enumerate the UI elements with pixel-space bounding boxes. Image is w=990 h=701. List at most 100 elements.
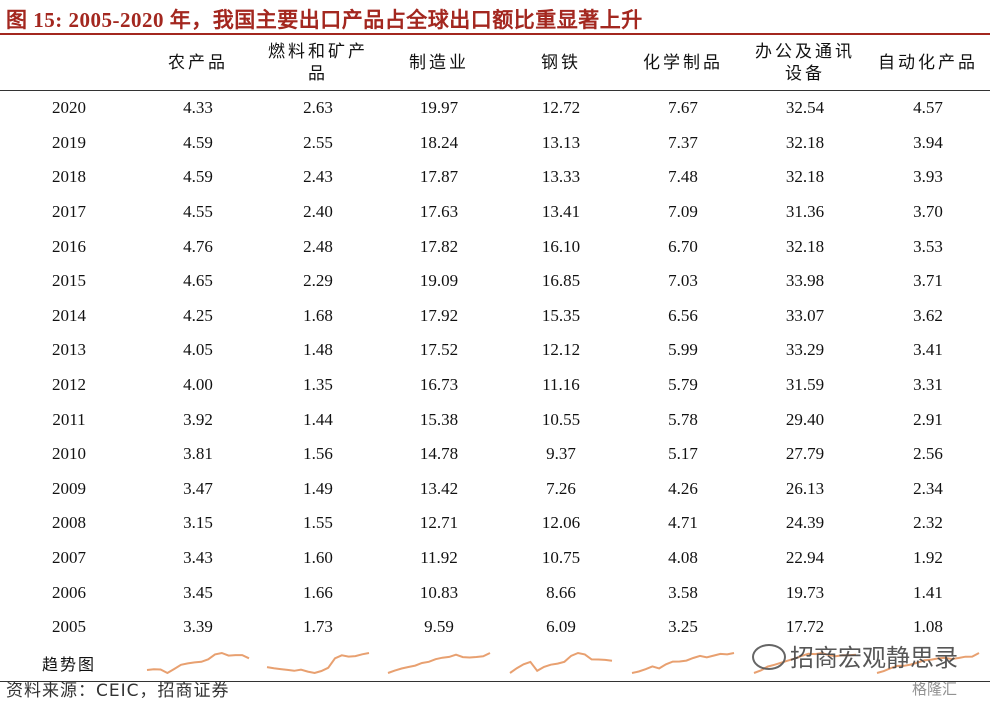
value-cell: 7.67	[668, 98, 698, 118]
year-cell: 2005	[52, 617, 86, 637]
header-label-line: 化学制品	[643, 53, 723, 73]
value-cell: 15.35	[541, 305, 581, 325]
value-cell: 3.25	[668, 617, 698, 637]
data-table: 农产品 燃料和矿产品制造业 钢铁 化学制品 办公及通讯 设备 自动化产品 2020 4.33 2…	[0, 36, 990, 682]
sparkline	[631, 651, 735, 674]
value-cell: 32.18	[785, 236, 825, 256]
value-cell: 24.39	[785, 513, 825, 533]
sparkline	[387, 651, 491, 674]
header-col-4: 钢铁	[500, 36, 622, 91]
value-cell: 3.70	[913, 202, 943, 222]
table-row: 2008 3.15 1.55 12.71 12.06 4.71 24.39 2.32	[0, 506, 990, 541]
value-cell: 2.48	[303, 236, 333, 256]
value-cell: 4.65	[183, 271, 213, 291]
year-cell: 2010	[52, 444, 86, 464]
value-cell: 3.47	[183, 478, 213, 498]
value-cell: 3.62	[913, 305, 943, 325]
table-row: 2017 4.55 2.40 17.63 13.41 7.09 31.36 3.70	[0, 195, 990, 230]
header-label-line: 办公及通讯	[755, 42, 855, 62]
value-cell: 15.38	[419, 409, 459, 429]
header-col-7: 自动化产品	[866, 36, 990, 91]
source-note: 资料来源：CEIC，招商证券	[6, 681, 230, 701]
value-cell: 4.25	[183, 305, 213, 325]
value-cell: 29.40	[785, 409, 825, 429]
value-cell: 22.94	[785, 548, 825, 568]
header-label-line: 钢铁	[541, 53, 581, 73]
sparkline-cell	[622, 645, 744, 682]
sparkline-cell	[500, 645, 622, 682]
value-cell: 8.66	[546, 582, 576, 602]
table-row: 2010 3.81 1.56 14.78 9.37 5.17 27.79 2.56	[0, 437, 990, 472]
year-cell: 2011	[52, 409, 86, 429]
value-cell: 10.75	[541, 548, 581, 568]
value-cell: 2.32	[913, 513, 943, 533]
year-cell: 2014	[52, 305, 86, 325]
sparkline	[509, 651, 613, 674]
year-cell: 2016	[52, 236, 86, 256]
sparkline	[876, 651, 980, 674]
value-cell: 13.42	[419, 478, 459, 498]
table-body: 2020 4.33 2.63 19.97 12.72 7.67 32.54 4.57 2019 4…	[0, 91, 990, 682]
value-cell: 5.99	[668, 340, 698, 360]
year-cell: 2017	[52, 202, 86, 222]
table-row: 2005 3.39 1.73 9.59 6.09 3.25 17.72 1.08	[0, 610, 990, 645]
header-label-line: 制造业	[409, 53, 469, 73]
value-cell: 1.35	[303, 375, 333, 395]
sparkline-cell	[258, 645, 378, 682]
value-cell: 10.83	[419, 582, 459, 602]
sparkline-path	[631, 651, 735, 674]
value-cell: 4.76	[183, 236, 213, 256]
value-cell: 3.39	[183, 617, 213, 637]
sparkline-cell	[138, 645, 258, 682]
value-cell: 7.48	[668, 167, 698, 187]
value-cell: 3.41	[913, 340, 943, 360]
table-row: 2007 3.43 1.60 11.92 10.75 4.08 22.94 1.92	[0, 541, 990, 576]
value-cell: 4.26	[668, 478, 698, 498]
header-col-1: 农产品	[138, 36, 258, 91]
value-cell: 31.36	[785, 202, 825, 222]
value-cell: 2.43	[303, 167, 333, 187]
value-cell: 4.59	[183, 132, 213, 152]
trend-row: 趋势图	[0, 645, 990, 682]
value-cell: 17.82	[419, 236, 459, 256]
value-cell: 2.91	[913, 409, 943, 429]
value-cell: 12.06	[541, 513, 581, 533]
value-cell: 12.72	[541, 98, 581, 118]
watermark-text: 招商宏观静思录	[790, 644, 958, 672]
value-cell: 4.57	[913, 98, 943, 118]
value-cell: 18.24	[419, 132, 459, 152]
value-cell: 16.73	[419, 375, 459, 395]
value-cell: 13.41	[541, 202, 581, 222]
sparkline-path	[266, 651, 370, 674]
sparkline-cell	[378, 645, 500, 682]
value-cell: 1.68	[303, 305, 333, 325]
value-cell: 1.60	[303, 548, 333, 568]
value-cell: 32.54	[785, 98, 825, 118]
figure-title: 图 15: 2005-2020 年，我国主要出口产品占全球出口额比重显著上升	[6, 8, 643, 32]
value-cell: 11.92	[420, 548, 458, 568]
value-cell: 12.12	[541, 340, 581, 360]
value-cell: 3.71	[913, 271, 943, 291]
value-cell: 3.53	[913, 236, 943, 256]
year-cell: 2020	[52, 98, 86, 118]
sparkline-path	[146, 651, 250, 674]
value-cell: 3.58	[668, 582, 698, 602]
value-cell: 17.72	[785, 617, 825, 637]
value-cell: 1.55	[303, 513, 333, 533]
watermark: 招商宏观静思录	[752, 638, 958, 673]
value-cell: 2.29	[303, 271, 333, 291]
value-cell: 17.63	[419, 202, 459, 222]
value-cell: 13.33	[541, 167, 581, 187]
value-cell: 5.79	[668, 375, 698, 395]
value-cell: 5.78	[668, 409, 698, 429]
value-cell: 2.34	[913, 478, 943, 498]
table-header-row: 农产品 燃料和矿产品制造业 钢铁 化学制品 办公及通讯 设备 自动化产品	[0, 36, 990, 91]
value-cell: 7.03	[668, 271, 698, 291]
value-cell: 32.18	[785, 167, 825, 187]
value-cell: 3.94	[913, 132, 943, 152]
table-row: 2014 4.25 1.68 17.92 15.35 6.56 33.07 3.62	[0, 299, 990, 334]
header-col-5: 化学制品	[622, 36, 744, 91]
value-cell: 4.71	[668, 513, 698, 533]
sparkline	[266, 651, 370, 674]
trend-label: 趋势图	[41, 654, 96, 674]
